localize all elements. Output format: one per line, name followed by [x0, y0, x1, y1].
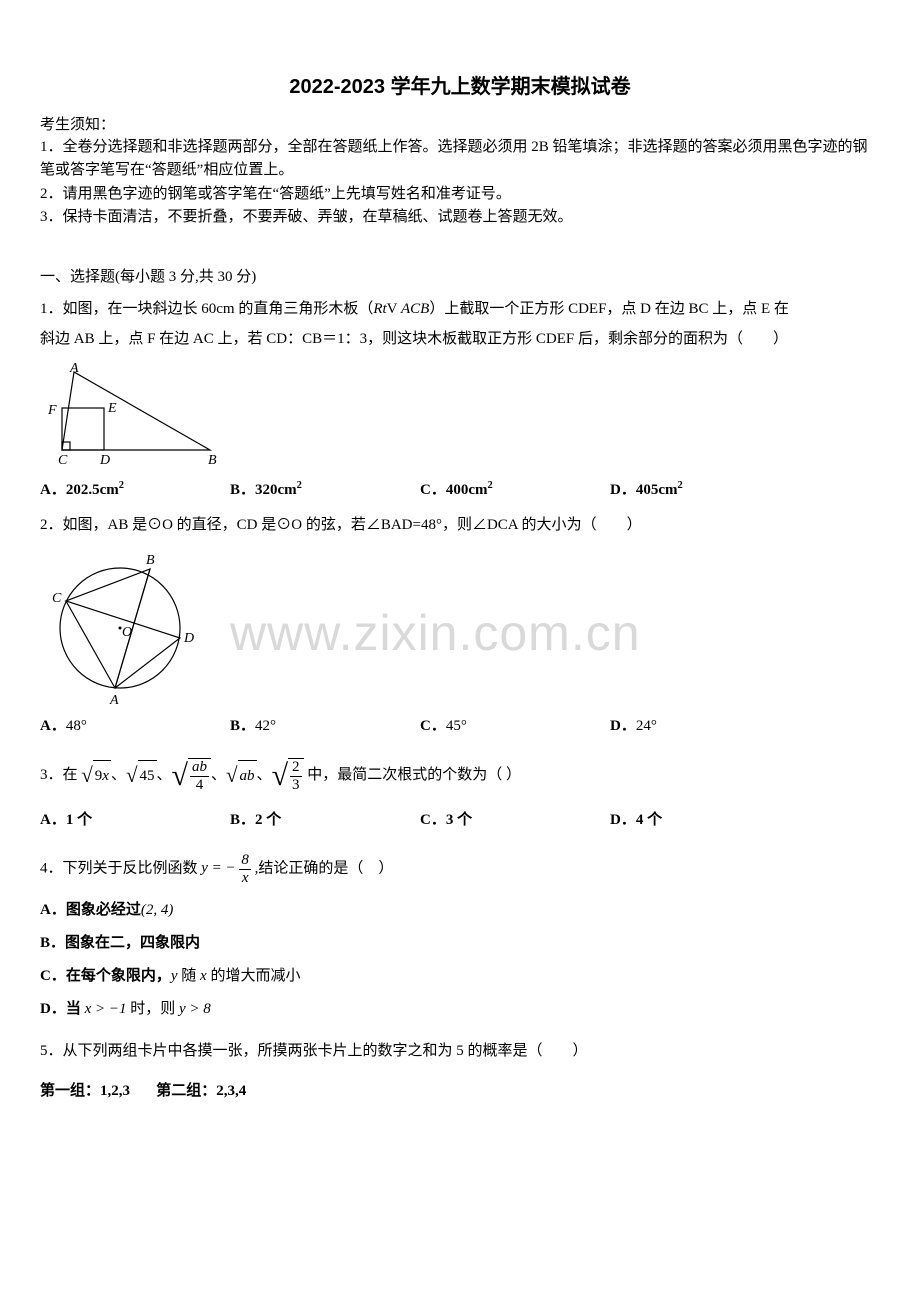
q1-text-line2: 斜边 AB 上，点 F 在边 AC 上，若 CD：CB＝1：3，则这块木板截取正…	[40, 324, 880, 354]
q2-option-a: A．A．48°48°	[40, 713, 230, 740]
q4-option-b: B．图象在二，四象限内	[40, 931, 880, 952]
document-title: 2022-2023 学年九上数学期末模拟试卷	[40, 70, 880, 99]
q1-options: A．202.5cm2 B．320cm2 C．400cm2 D．405cm2	[40, 477, 880, 504]
q1-option-d: D．405cm2	[610, 477, 800, 504]
q1-optb-text: B．320cm	[230, 482, 297, 498]
q4-optc-c: 随	[178, 968, 201, 984]
svg-text:O: O	[122, 625, 132, 640]
q2-option-c: C．45°	[420, 713, 610, 740]
svg-text:A: A	[69, 361, 79, 376]
q4-optc-x: x	[200, 968, 207, 984]
q4-option-c: C．在每个象限内，y 随 x 的增大而减小	[40, 964, 880, 985]
q3-option-c: C．3 个	[420, 807, 610, 834]
svg-text:D: D	[99, 453, 110, 468]
q3-suffix: 中，最简二次根式的个数为（ ）	[307, 767, 521, 783]
q3-option-b: B．2 个	[230, 807, 420, 834]
q3-sqrt4: √ab	[226, 760, 257, 791]
q2-option-b: B．42°	[230, 713, 420, 740]
q1-text-part1: 1．如图，在一块斜边长 60cm 的直角三角形木板（	[40, 301, 373, 317]
svg-text:D: D	[183, 631, 194, 646]
svg-text:C: C	[58, 453, 68, 468]
question-2: 2．如图，AB 是⊙O 的直径，CD 是⊙O 的弦，若∠BAD=48°，则∠DC…	[40, 510, 880, 540]
q4-text-a: 4．下列关于反比例函数	[40, 860, 201, 876]
q2-options: A．A．48°48° B．42° C．45° D．24°	[40, 713, 880, 740]
q3-options: A．1 个 B．2 个 C．3 个 D．4 个	[40, 807, 880, 834]
instruction-1: 1．全卷分选择题和非选择题两部分，全部在答题纸上作答。选择题必须用 2B 铅笔填…	[40, 136, 880, 183]
q1-option-a: A．202.5cm2	[40, 477, 230, 504]
q2-option-d: D．24°	[610, 713, 800, 740]
q4-opta-val: (2, 4)	[141, 902, 174, 918]
q1-optc-text: C．400cm	[420, 482, 488, 498]
svg-text:C: C	[52, 591, 62, 606]
svg-text:B: B	[146, 553, 155, 568]
question-1: 1．如图，在一块斜边长 60cm 的直角三角形木板（RtV ACB）上截取一个正…	[40, 294, 880, 354]
q5-g2-val: 2,3,4	[216, 1083, 246, 1099]
q3-option-a: A．1 个	[40, 807, 230, 834]
svg-text:A: A	[109, 693, 119, 706]
q5-groups: 第一组：1,2,3 第二组：2,3,4	[40, 1076, 880, 1106]
question-4: 4．下列关于反比例函数 y = − 8x ,结论正确的是（ ）	[40, 852, 880, 886]
q1-figure: A F E C D B	[40, 360, 880, 475]
q4-option-a: A．图象必经过(2, 4)	[40, 898, 880, 919]
q5-g1-val: 1,2,3	[100, 1083, 130, 1099]
q4-option-d: D．当 x > −1 时，则 y > 8	[40, 997, 880, 1018]
q2-figure: B C O D A	[40, 546, 880, 711]
q4-formula: y = − 8x	[201, 860, 251, 876]
q3-option-d: D．4 个	[610, 807, 800, 834]
q3-sqrt3: √ab4	[172, 758, 211, 793]
q3-prefix: 3．在	[40, 767, 78, 783]
q4-optd-b: x > −1	[85, 1001, 127, 1017]
q1-acb: ACB	[401, 301, 429, 317]
q4-text-b: ,结论正确的是（ ）	[255, 860, 394, 876]
q3-sqrt1: √9x	[81, 760, 111, 791]
q1-rt: Rt	[373, 301, 386, 317]
svg-text:B: B	[208, 453, 217, 468]
q5-g1-label: 第一组：	[40, 1083, 100, 1099]
q4-optd-a: D．当	[40, 1001, 85, 1017]
q4-optc-e: 的增大而减小	[207, 968, 301, 984]
question-3: 3．在 √9x、√45、√ab4、√ab、√23 中，最简二次根式的个数为（ ）	[40, 758, 880, 793]
q3-sqrt5: √23	[272, 758, 304, 793]
q1-opta-text: A．202.5cm	[40, 482, 119, 498]
section-1-heading: 一、选择题(每小题 3 分,共 30 分)	[40, 265, 880, 286]
svg-text:F: F	[47, 403, 57, 418]
q1-text-part2: ）上截取一个正方形 CDEF，点 D 在边 BC 上，点 E 在	[429, 301, 789, 317]
q1-option-c: C．400cm2	[420, 477, 610, 504]
q5-g2-label: 第二组：	[156, 1083, 216, 1099]
question-5: 5．从下列两组卡片中各摸一张，所摸两张卡片上的数字之和为 5 的概率是（ ）	[40, 1036, 880, 1066]
q4-optc-a: C．在每个象限内，	[40, 968, 171, 984]
q1-option-b: B．320cm2	[230, 477, 420, 504]
q4-optd-c: 时，则	[127, 1001, 180, 1017]
q4-optd-d: y > 8	[179, 1001, 211, 1017]
q4-opta-label: A．图象必经过	[40, 902, 141, 918]
svg-text:E: E	[107, 401, 117, 416]
q1-v: V	[387, 301, 398, 317]
instruction-2: 2．请用黑色字迹的钢笔或答字笔在“答题纸”上先填写姓名和准考证号。	[40, 183, 880, 206]
instruction-3: 3．保持卡面清洁，不要折叠，不要弄破、弄皱，在草稿纸、试题卷上答题无效。	[40, 206, 880, 229]
q3-sqrt2: √45	[126, 760, 157, 791]
q4-optc-y: y	[171, 968, 178, 984]
q1-optd-text: D．405cm	[610, 482, 678, 498]
instructions-header: 考生须知：	[40, 113, 880, 134]
